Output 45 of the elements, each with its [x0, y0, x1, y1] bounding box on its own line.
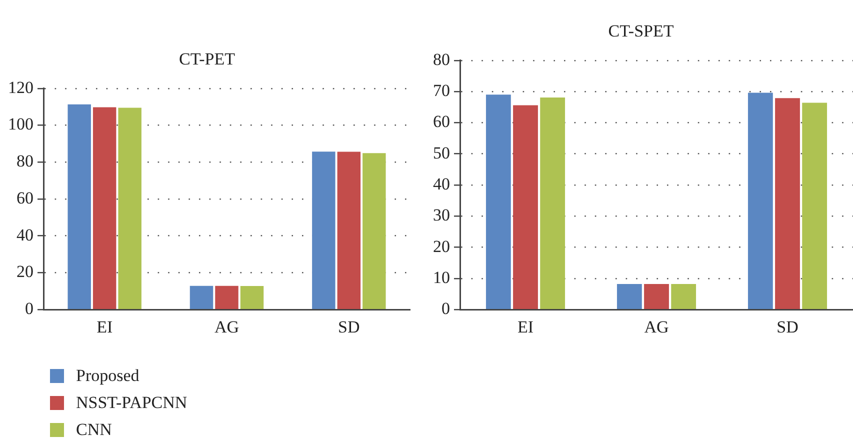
bar — [362, 153, 386, 309]
y-tick-label: 40 — [16, 225, 34, 244]
x-tick-label: SD — [776, 317, 798, 336]
x-tick-label: EI — [517, 317, 534, 336]
chart-title: CT-SPET — [608, 22, 674, 41]
bar — [775, 98, 800, 309]
bar — [190, 286, 214, 309]
bar — [240, 286, 264, 309]
bar — [68, 104, 91, 309]
y-tick-label: 40 — [433, 174, 450, 194]
bar — [748, 92, 773, 309]
bar — [513, 105, 538, 309]
y-tick-label: 60 — [433, 112, 450, 132]
y-tick-label: 30 — [433, 206, 450, 225]
y-tick-label: 70 — [433, 81, 450, 100]
y-tick-label: 20 — [433, 236, 450, 256]
bar — [671, 284, 696, 309]
y-tick-label: 120 — [8, 78, 34, 97]
y-tick-label: 80 — [16, 152, 34, 171]
chart-title: CT-PET — [178, 50, 236, 69]
y-tick-label: 20 — [16, 262, 34, 282]
bar — [486, 94, 511, 309]
y-tick-label: 80 — [433, 50, 450, 69]
bar — [616, 284, 642, 309]
y-tick-label: 0 — [442, 299, 450, 318]
y-tick-label: 100 — [8, 114, 34, 134]
bar — [118, 108, 142, 309]
bar — [337, 152, 361, 309]
bar — [92, 107, 116, 309]
x-tick-label: AG — [644, 317, 669, 336]
bar — [540, 97, 566, 309]
legend-label: CNN — [76, 420, 112, 440]
bar — [802, 102, 828, 309]
y-tick-label: 60 — [16, 188, 34, 208]
bar — [644, 284, 669, 309]
x-tick-label: EI — [96, 317, 113, 336]
y-tick-label: 10 — [433, 268, 450, 287]
legend-label: NSST-PAPCNN — [76, 392, 188, 412]
y-tick-label: 0 — [25, 299, 34, 318]
bar — [215, 286, 238, 309]
x-tick-label: SD — [338, 317, 360, 336]
bar — [312, 152, 336, 309]
legend-label: Proposed — [76, 366, 140, 386]
y-tick-label: 50 — [433, 143, 450, 162]
x-tick-label: AG — [214, 317, 240, 336]
